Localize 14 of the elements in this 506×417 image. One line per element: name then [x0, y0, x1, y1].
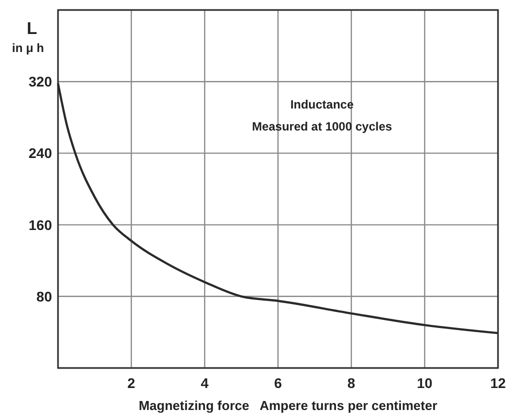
- x-tick-label: 2: [127, 375, 136, 391]
- x-tick-label: 12: [490, 375, 506, 391]
- y-axis-title: L in μ h: [12, 19, 44, 55]
- y-tick-label: 80: [36, 288, 52, 304]
- x-tick-label: 8: [347, 375, 356, 391]
- annotation: Measured at 1000 cycles: [252, 119, 392, 134]
- annotation: Inductance: [290, 97, 354, 112]
- y-tick-label: 320: [28, 74, 52, 90]
- y-tick-label: 160: [28, 216, 52, 233]
- x-axis-title: Magnetizing force Ampere turns per centimeter: [138, 398, 438, 413]
- y-tick-label: 240: [28, 145, 52, 162]
- x-tick-label: 4: [200, 375, 209, 391]
- x-tick-label: 6: [274, 375, 282, 391]
- x-tick-label: 10: [416, 375, 433, 391]
